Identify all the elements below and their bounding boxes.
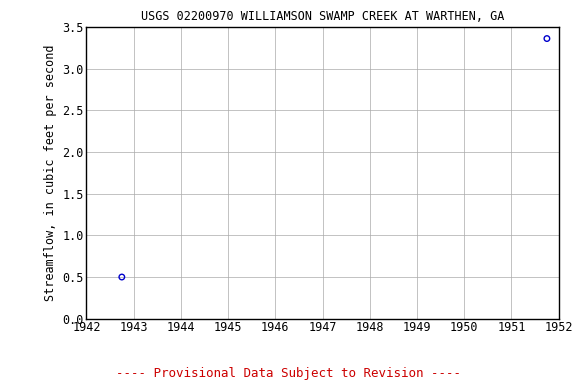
- Title: USGS 02200970 WILLIAMSON SWAMP CREEK AT WARTHEN, GA: USGS 02200970 WILLIAMSON SWAMP CREEK AT …: [141, 10, 504, 23]
- Point: [542, 35, 551, 41]
- Text: ---- Provisional Data Subject to Revision ----: ---- Provisional Data Subject to Revisio…: [116, 367, 460, 380]
- Point: [117, 274, 126, 280]
- Y-axis label: Streamflow, in cubic feet per second: Streamflow, in cubic feet per second: [44, 45, 56, 301]
